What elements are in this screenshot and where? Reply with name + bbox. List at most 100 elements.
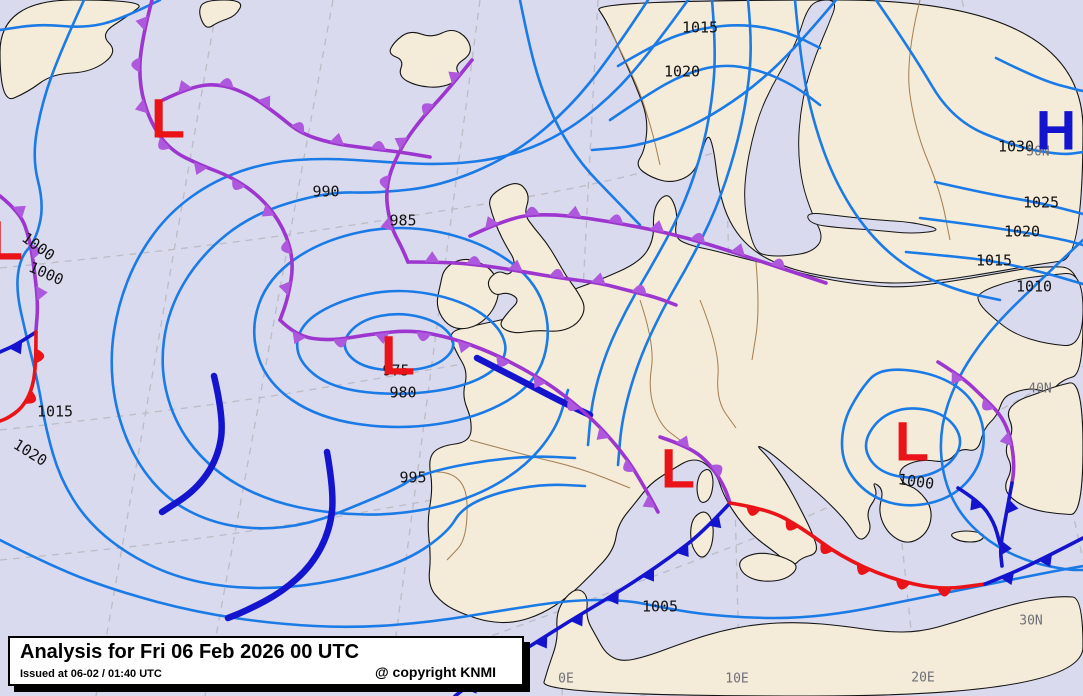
land-arctic-island [199, 0, 242, 28]
warm-front-semicircle [24, 390, 37, 404]
occluded-front-semicircle [549, 268, 565, 279]
occluded-front-triangle [257, 95, 271, 109]
occluded-front-semicircle [232, 178, 246, 191]
occluded-front-semicircle [608, 214, 624, 225]
cold-front-triangle [1038, 553, 1053, 568]
occluded-front-semicircle [496, 355, 511, 367]
occluded-front-triangle [329, 132, 345, 146]
warm-front-semicircle [895, 579, 911, 590]
isobar-label: 1015 [37, 403, 73, 421]
water-gulf-of-finland [807, 213, 937, 234]
isobar-label: 1015 [682, 19, 718, 37]
isobar [616, 0, 752, 467]
isobar [918, 216, 1083, 247]
isobar-label: 1015 [976, 252, 1012, 270]
water-baltic-sea [744, 0, 835, 257]
occluded-front [138, 0, 294, 322]
occluded-front-semicircle [710, 464, 723, 478]
cold-front-triangle [641, 568, 655, 582]
occluded-front-triangle [193, 161, 208, 175]
warm-front-semicircle [746, 505, 761, 516]
land-sardinia [690, 511, 714, 558]
occluded-front-semicircle [158, 137, 171, 150]
warm-front-semicircle [937, 587, 953, 597]
country-border [431, 471, 468, 561]
isobar [16, 0, 587, 590]
graticule-label: 10E [725, 672, 748, 687]
occluded-front-triangle [649, 220, 665, 233]
occluded-front-triangle [261, 203, 276, 217]
isobar [939, 238, 1083, 572]
occluded-front-semicircle [421, 103, 435, 116]
occluded-front-triangle [566, 205, 582, 218]
low-pressure-center: L [151, 87, 185, 150]
occluded-front-semicircle [281, 239, 292, 254]
isobar-label: 1020 [664, 63, 700, 81]
isobar [608, 64, 822, 122]
graticule-label: 40N [1028, 382, 1051, 397]
occluded-front-triangle [448, 71, 462, 85]
occluded-front-triangle [36, 285, 48, 301]
land-africa [543, 589, 1083, 696]
land-crete [951, 530, 985, 543]
occluded-front-triangle [278, 280, 291, 296]
land-scandinavia-russia [598, 0, 1083, 284]
isobar [161, 0, 650, 516]
cold-front [983, 536, 1083, 586]
high-pressure-center: H [1036, 99, 1076, 162]
country-border [469, 439, 631, 489]
occluded-front-triangle [591, 272, 606, 285]
info-bar: Analysis for Fri 06 Feb 2026 00 UTC Issu… [8, 636, 524, 686]
isobar [864, 407, 962, 479]
cold-front-triangle [1006, 499, 1019, 514]
isobar [110, 0, 690, 530]
isobar-label: 1000 [897, 470, 935, 493]
warm-front [728, 501, 987, 590]
cold-front [956, 486, 1002, 546]
warm-front [0, 330, 38, 423]
occluded-front-triangle [642, 494, 656, 508]
warm-front-semicircle [820, 542, 834, 555]
graticule-label: 30N [1019, 614, 1042, 629]
occluded-front [468, 213, 828, 285]
isobar [590, 0, 838, 152]
occluded-front-triangle [394, 137, 408, 151]
occluded-front-semicircle [632, 284, 647, 296]
occluded-front-triangle [533, 375, 547, 389]
land-great-britain [487, 183, 585, 334]
occluded-front [658, 435, 732, 505]
occluded-front-semicircle [982, 397, 995, 411]
low-pressure-center: L [895, 410, 929, 473]
graticule-line [387, 0, 481, 696]
isobar [252, 226, 550, 429]
isobar [904, 250, 1083, 286]
occluded-front-triangle [134, 99, 148, 114]
graticule-label: 50N [1026, 145, 1049, 160]
isobar-label: 985 [389, 212, 416, 230]
low-pressure-center: L [0, 209, 23, 272]
low-pressure-center: L [661, 437, 695, 500]
occluded-front-triangle [596, 426, 610, 440]
warm-front-semicircle [856, 563, 871, 575]
cold-front-triangle [9, 341, 23, 355]
occluded-front-semicircle [770, 258, 785, 270]
isobar-label: 1020 [1004, 223, 1040, 241]
isobar [616, 24, 822, 68]
occluded-front-triangle [177, 80, 193, 94]
isobar [933, 180, 1083, 216]
analysis-title: Analysis for Fri 06 Feb 2026 00 UTC [20, 641, 360, 663]
trough-line [158, 372, 225, 516]
isobar-label: 980 [389, 384, 416, 402]
isobar [994, 56, 1083, 93]
occluded-front-triangle [951, 370, 965, 385]
occluded-front-semicircle [131, 57, 141, 73]
isobar [518, 0, 642, 227]
cold-front-triangle [676, 543, 689, 557]
occluded-front-semicircle [524, 206, 540, 216]
water-black-sea [977, 272, 1083, 347]
occluded-front [936, 360, 1016, 485]
land-turkey [1005, 382, 1083, 516]
occluded-front-semicircle [30, 244, 41, 260]
occluded-front-semicircle [370, 141, 386, 151]
